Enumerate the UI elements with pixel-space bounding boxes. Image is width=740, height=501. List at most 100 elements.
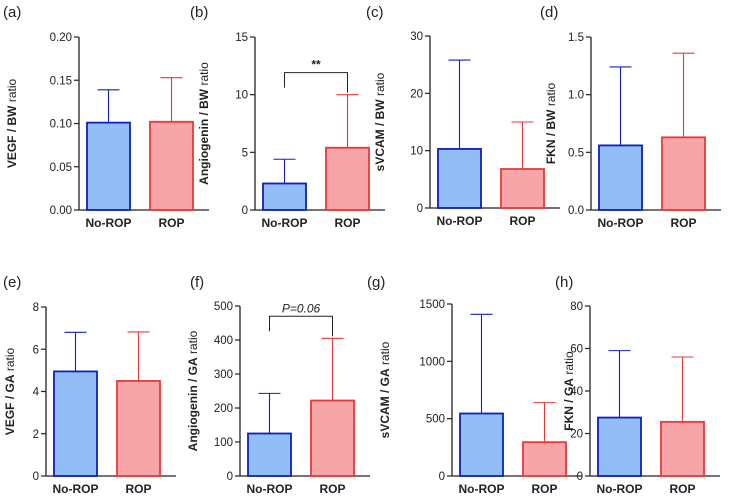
bar-rop bbox=[149, 120, 194, 211]
y-axis-label-suffix: ratio bbox=[186, 330, 200, 357]
y-tick-label: 0 bbox=[577, 471, 583, 483]
bar-rop bbox=[325, 146, 370, 211]
x-category-label: No-ROP bbox=[262, 216, 308, 230]
y-axis-label-suffix: ratio bbox=[562, 351, 576, 378]
bar-no-rop bbox=[437, 148, 482, 209]
bar-no-rop bbox=[598, 144, 643, 211]
panel-label: (d) bbox=[540, 4, 558, 21]
y-tick-label: 60 bbox=[570, 344, 583, 356]
bar-rop bbox=[661, 136, 706, 211]
panel-label: (f) bbox=[190, 274, 204, 291]
y-tick-label: 10 bbox=[410, 146, 423, 158]
y-tick-label: 5 bbox=[242, 147, 248, 159]
bar-no-rop bbox=[597, 416, 642, 477]
y-tick-label: 0.15 bbox=[50, 75, 72, 87]
panel-label: (e) bbox=[3, 274, 21, 291]
y-axis-label-main: VEGF / GA bbox=[3, 374, 17, 435]
chart-panel-4: (d) 0.0 0.5 1.0 1.5 FKN / BW ratio No-ROP ROP bbox=[540, 4, 721, 230]
y-tick-label: 1.0 bbox=[568, 90, 584, 102]
y-tick-label: 6 bbox=[33, 344, 39, 356]
y-tick-label: 0.00 bbox=[50, 205, 72, 217]
panel-label: (g) bbox=[367, 274, 385, 291]
y-tick-label: 0.20 bbox=[50, 32, 72, 44]
x-category-label: ROP bbox=[334, 216, 360, 230]
x-category-label: No-ROP bbox=[53, 482, 99, 496]
y-axis-label: sVCAM / BW ratio bbox=[373, 72, 387, 171]
x-category-label: No-ROP bbox=[459, 482, 505, 496]
x-category-label: ROP bbox=[669, 482, 695, 496]
y-axis-label-main: Angiogenin / BW bbox=[197, 88, 211, 185]
y-axis-label: VEGF / BW ratio bbox=[5, 79, 19, 169]
y-tick-label: 20 bbox=[570, 429, 583, 441]
bar-no-rop bbox=[262, 182, 307, 211]
x-category-label: ROP bbox=[531, 482, 557, 496]
x-category-label: ROP bbox=[509, 214, 535, 228]
y-tick-label: 10 bbox=[235, 90, 248, 102]
bar-rop bbox=[522, 441, 567, 477]
y-axis-label: VEGF / GA ratio bbox=[3, 347, 17, 435]
x-category-label: ROP bbox=[670, 216, 696, 230]
panel-label: (c) bbox=[366, 4, 384, 21]
y-tick-label: 0 bbox=[439, 471, 445, 483]
y-tick-label: 15 bbox=[235, 32, 248, 44]
y-tick-label: 20 bbox=[410, 88, 423, 100]
panel-label: (b) bbox=[190, 4, 208, 21]
y-tick-label: 30 bbox=[410, 31, 423, 43]
y-axis-label-main: FKN / GA bbox=[562, 378, 576, 431]
y-tick-label: 0.05 bbox=[50, 162, 72, 174]
panel-label: (a) bbox=[3, 4, 21, 21]
y-tick-label: 8 bbox=[33, 302, 39, 314]
y-axis-label-suffix: ratio bbox=[197, 62, 211, 89]
significance-label: ** bbox=[311, 58, 321, 72]
chart-panel-2: (b) 0 5 10 15 Angiogenin / BW ratio No-ROP ROP *… bbox=[190, 4, 385, 230]
y-tick-label: 40 bbox=[570, 386, 583, 398]
bar-rop bbox=[116, 380, 161, 477]
y-axis-label-main: VEGF / BW bbox=[5, 105, 19, 168]
y-tick-label: 0 bbox=[417, 203, 423, 215]
y-tick-label: 0 bbox=[242, 205, 248, 217]
significance-bracket bbox=[269, 315, 333, 337]
y-tick-label: 500 bbox=[214, 301, 233, 313]
y-axis-label-suffix: ratio bbox=[378, 341, 392, 368]
y-tick-label: 400 bbox=[214, 335, 233, 347]
y-tick-label: 0.10 bbox=[50, 119, 72, 131]
y-tick-label: 2 bbox=[33, 429, 39, 441]
y-tick-label: 1000 bbox=[419, 356, 445, 368]
bar-no-rop bbox=[459, 412, 504, 477]
y-tick-label: 100 bbox=[214, 437, 233, 449]
x-category-label: No-ROP bbox=[598, 216, 644, 230]
y-tick-label: 0.5 bbox=[568, 147, 584, 159]
y-axis-label-suffix: ratio bbox=[3, 347, 17, 374]
x-category-label: No-ROP bbox=[597, 482, 643, 496]
bar-rop bbox=[310, 399, 355, 477]
bar-no-rop bbox=[86, 121, 131, 211]
x-category-label: ROP bbox=[125, 482, 151, 496]
x-category-label: No-ROP bbox=[437, 214, 483, 228]
y-axis-label-suffix: ratio bbox=[5, 79, 19, 106]
y-tick-label: 300 bbox=[214, 369, 233, 381]
y-axis-label-main: Angiogenin / GA bbox=[186, 357, 200, 451]
y-axis-label-main: FKN / BW bbox=[544, 109, 558, 164]
y-tick-label: 500 bbox=[426, 414, 445, 426]
chart-panel-6: (f) 0 100 200 300 400 500 Angiogenin / GA ratio… bbox=[186, 274, 370, 496]
y-axis-label-suffix: ratio bbox=[373, 72, 387, 99]
y-axis-label-suffix: ratio bbox=[544, 83, 558, 110]
panel-label: (h) bbox=[555, 274, 573, 291]
bar-no-rop bbox=[53, 370, 98, 477]
y-axis-label: Angiogenin / BW ratio bbox=[197, 62, 211, 185]
y-axis-label: sVCAM / GA ratio bbox=[378, 341, 392, 438]
x-category-label: ROP bbox=[319, 482, 345, 496]
y-tick-label: 0 bbox=[227, 471, 233, 483]
chart-panel-8: (h) 0 20 40 60 80 FKN / GA ratio No-ROP ROP bbox=[555, 274, 720, 496]
chart-panel-3: (c) 0 10 20 30 sVCAM / BW ratio No-ROP ROP bbox=[366, 4, 560, 228]
y-tick-label: 200 bbox=[214, 403, 233, 415]
y-tick-label: 4 bbox=[33, 387, 40, 399]
x-category-label: ROP bbox=[158, 216, 184, 230]
y-tick-label: 0.0 bbox=[568, 205, 584, 217]
x-category-label: No-ROP bbox=[86, 216, 132, 230]
chart-panel-5: (e) 0 2 4 6 8 VEGF / GA ratio No-ROP ROP bbox=[3, 274, 176, 496]
chart-panel-1: (a) 0.00 0.05 0.10 0.15 0.20 VEGF / BW ratio No… bbox=[3, 4, 209, 230]
y-tick-label: 1.5 bbox=[568, 32, 584, 44]
bar-rop bbox=[660, 420, 705, 477]
